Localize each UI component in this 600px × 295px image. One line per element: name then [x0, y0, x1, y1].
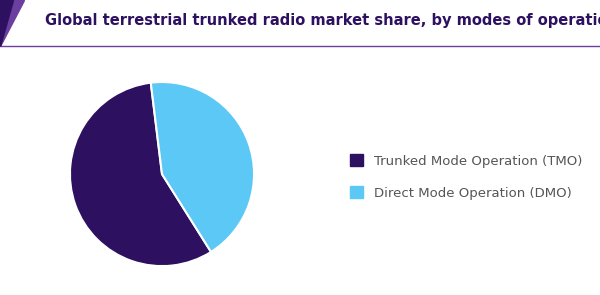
Wedge shape — [70, 83, 211, 266]
Wedge shape — [151, 82, 254, 252]
Text: Global terrestrial trunked radio market share, by modes of operation, 2016 (%): Global terrestrial trunked radio market … — [45, 13, 600, 28]
Legend: Trunked Mode Operation (TMO), Direct Mode Operation (DMO): Trunked Mode Operation (TMO), Direct Mod… — [345, 149, 587, 205]
